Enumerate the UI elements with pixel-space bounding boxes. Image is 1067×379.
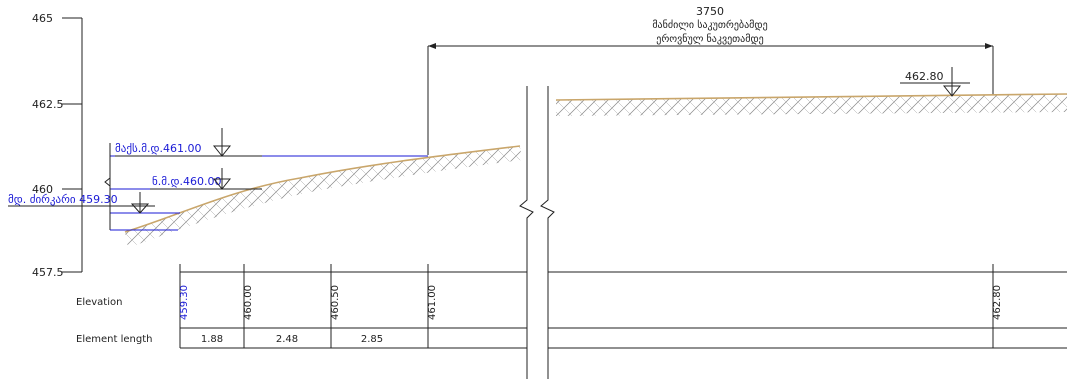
elevation-row-label: Elevation — [76, 297, 122, 308]
level-marker-triangle-icon — [212, 178, 232, 190]
level-bracket-break — [104, 177, 111, 187]
axis-tick-label-462-5: 462.5 — [32, 98, 64, 111]
elevation-value: 462.80 — [992, 285, 1003, 320]
arrowhead-right — [985, 43, 993, 49]
soil-hatch-left — [125, 146, 522, 248]
axis-tick-label-465: 465 — [32, 12, 53, 25]
dimension-caption-line2: ეროვნულ ნაკვეთამდე — [656, 33, 763, 45]
water-levels: მაქს.მ.დ.461.00 ნ.მ.დ.460.00 მდ. ძირკარი… — [8, 128, 428, 231]
element-length-row-label: Element length — [76, 334, 152, 345]
riverbed-level-label: მდ. ძირკარი 459.30 — [8, 193, 118, 206]
right-level-marker: 462.80 — [900, 67, 970, 97]
max-water-level-label: მაქს.მ.დ.461.00 — [115, 142, 201, 155]
element-length-value: 2.48 — [276, 334, 298, 345]
level-marker-triangle-icon — [942, 85, 962, 97]
ground-left — [124, 145, 522, 248]
level-marker-triangle-icon — [130, 203, 150, 214]
dimension-value: 3750 — [696, 5, 724, 18]
elevation-value: 460.50 — [330, 285, 341, 320]
arrowhead-left — [428, 43, 436, 49]
normal-water-level-label: ნ.მ.დ.460.00 — [152, 175, 221, 188]
ground-line-right — [555, 93, 1067, 101]
level-marker-triangle-icon — [212, 145, 232, 157]
elevation-value: 459.30 — [179, 285, 190, 320]
ground-right — [555, 93, 1067, 116]
elevation-axis: 465 462.5 460 457.5 — [32, 12, 83, 279]
elevation-value: 460.00 — [243, 285, 254, 320]
ground-line-left — [124, 145, 521, 233]
axis-tick-label-457-5: 457.5 — [32, 266, 64, 279]
element-length-value: 2.85 — [361, 334, 383, 345]
break-line-right — [540, 86, 555, 379]
break-lines — [519, 86, 555, 379]
axis-tick-label-460: 460 — [32, 183, 53, 196]
elevation-value: 461.00 — [427, 285, 438, 320]
soil-hatch-right — [556, 94, 1067, 116]
distance-dimension: 3750 მანძილი საკუთრებამდე ეროვნულ ნაკვეთ… — [427, 5, 994, 155]
dimension-caption-line1: მანძილი საკუთრებამდე — [652, 19, 767, 31]
break-line-left — [519, 86, 534, 379]
profile-table: Elevation Element length 459.30 460.00 4… — [76, 264, 1067, 349]
element-length-value: 1.88 — [201, 334, 223, 345]
right-level-label: 462.80 — [905, 70, 944, 83]
